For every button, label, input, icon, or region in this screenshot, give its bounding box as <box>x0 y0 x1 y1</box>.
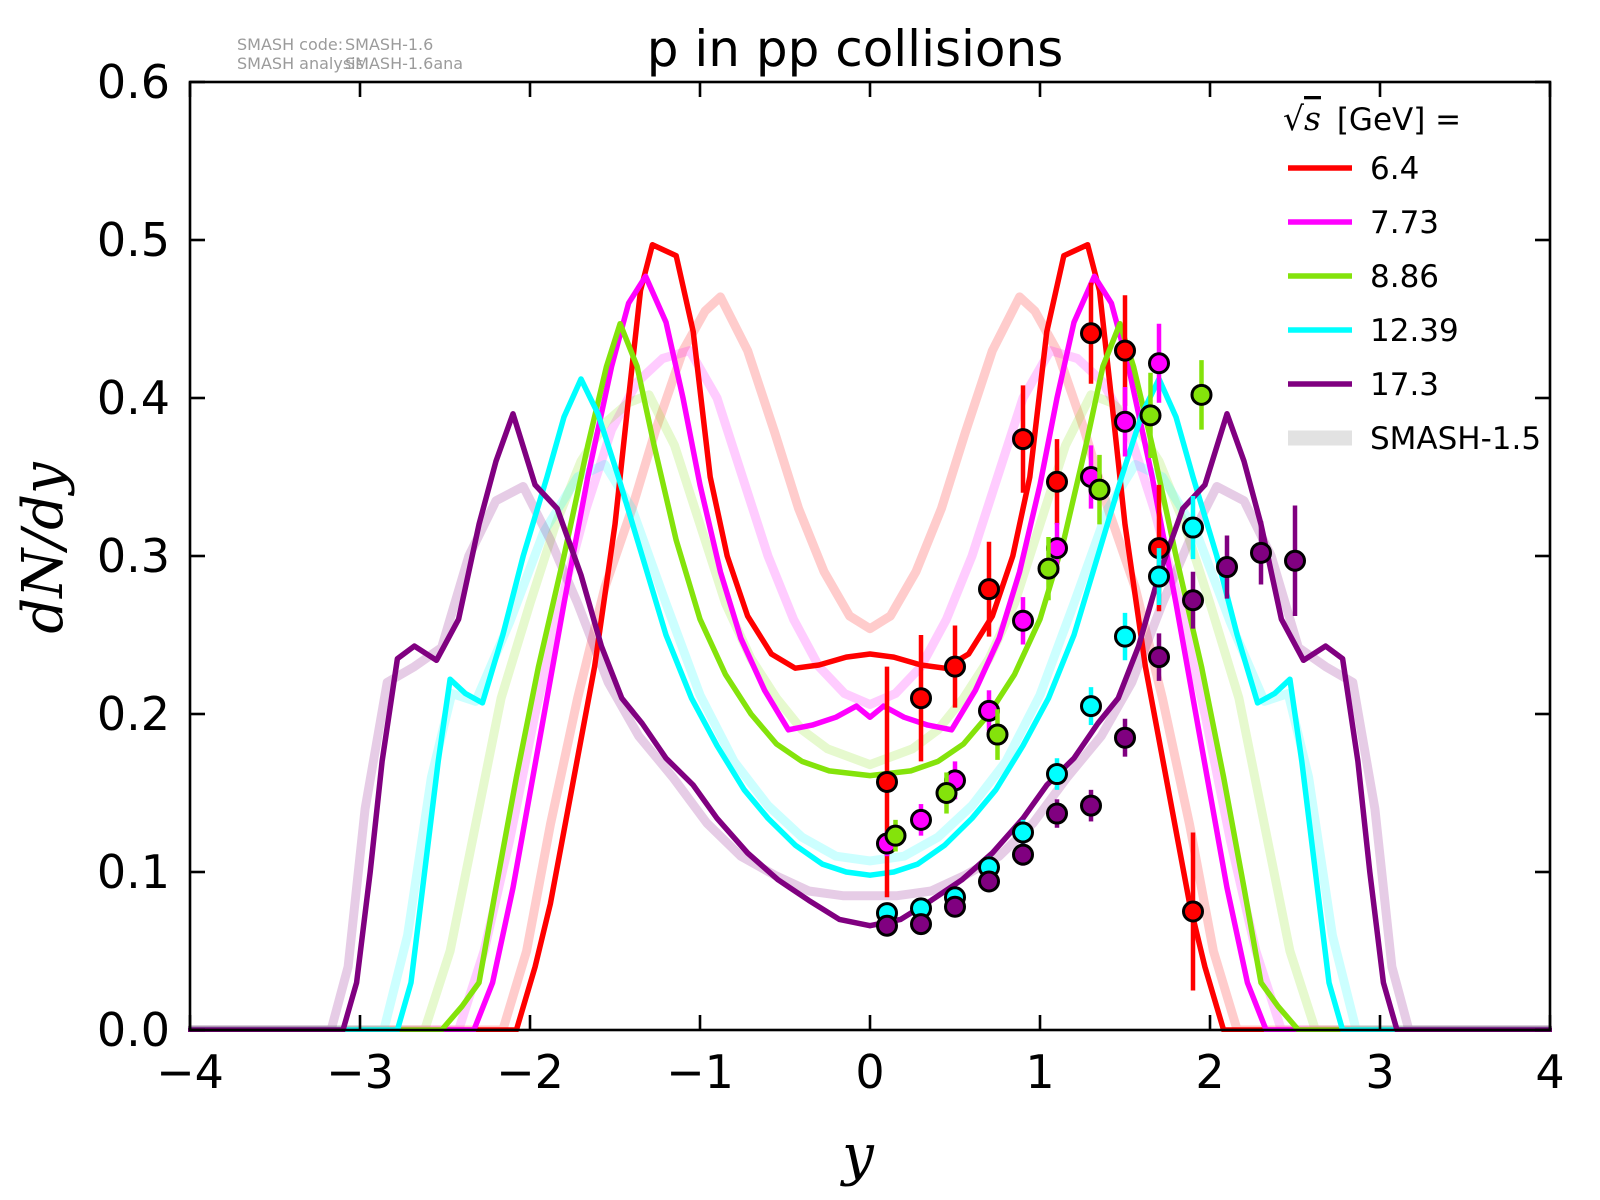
data-marker-6.4 <box>944 655 966 678</box>
data-marker-17.3 <box>1182 589 1204 612</box>
x-tick-label: 1 <box>1025 1045 1054 1099</box>
y-tick-label: 0.6 <box>97 55 170 109</box>
data-marker-17.3 <box>910 913 932 936</box>
data-marker-6.4 <box>978 578 1000 601</box>
data-marker-12.39 <box>1080 695 1102 718</box>
data-marker-12.39 <box>1182 516 1204 539</box>
data-marker-12.39 <box>1148 565 1170 588</box>
smash-code-note: SMASH code: SMASH-1.6 <box>237 35 433 54</box>
legend-entry-label: 8.86 <box>1370 259 1439 295</box>
legend-entries: 6.4 7.73 8.86 12.39 17.3 SMASH-1.5 <box>1288 151 1541 457</box>
x-tick-label: −1 <box>666 1045 734 1099</box>
data-marker-17.3 <box>1250 541 1272 564</box>
legend-entry-label: SMASH-1.5 <box>1370 421 1541 457</box>
y-tick-label: 0.5 <box>97 213 170 267</box>
y-tick-label: 0.1 <box>97 845 170 899</box>
data-marker-17.3 <box>876 914 898 937</box>
x-tick-label: 2 <box>1195 1045 1224 1099</box>
data-marker-17.3 <box>1114 726 1136 749</box>
data-marker-17.3 <box>1012 843 1034 866</box>
legend-entry-label: 7.73 <box>1370 205 1439 241</box>
legend-title: √s [GeV] = <box>1283 99 1461 138</box>
data-marker-6.4 <box>910 687 932 710</box>
legend: √s [GeV] = 6.4 7.73 8.86 12.39 17.3 SMASH-1.5 <box>1283 99 1541 457</box>
data-marker-6.4 <box>1182 900 1204 923</box>
data-marker-12.39 <box>1114 625 1136 648</box>
data-marker-6.4 <box>876 770 898 793</box>
data-marker-17.3 <box>978 870 1000 893</box>
data-marker-17.3 <box>1284 549 1306 572</box>
data-marker-6.4 <box>1046 470 1068 493</box>
y-tick-label: 0.3 <box>97 529 170 583</box>
data-marker-7.73 <box>1148 352 1170 375</box>
data-marker-6.4 <box>1012 428 1034 451</box>
x-tick-label: −3 <box>326 1045 394 1099</box>
y-tick-label: 0.0 <box>97 1003 170 1057</box>
x-tick-label: −4 <box>156 1045 224 1099</box>
data-marker-12.39 <box>1046 763 1068 786</box>
data-marker-7.73 <box>1114 410 1136 433</box>
data-points-layer <box>876 282 1306 991</box>
curve-SMASH-1.6-7.73 <box>188 273 1552 1032</box>
x-axis-label: y <box>839 1123 875 1188</box>
data-marker-17.3 <box>1080 794 1102 817</box>
curve-SMASH-1.5-8.86-SMASH-1.5 <box>188 390 1552 1032</box>
curve-SMASH-1.5-6.4-SMASH-1.5 <box>188 292 1552 1032</box>
curve-SMASH-1.5-12.39-SMASH-1.5 <box>188 459 1552 1032</box>
x-tick-label: 3 <box>1365 1045 1394 1099</box>
data-marker-8.86 <box>1139 404 1162 427</box>
curve-SMASH-1.6-17.3 <box>188 411 1552 1032</box>
data-marker-8.86 <box>884 824 907 847</box>
curves-layer <box>188 241 1552 1032</box>
data-marker-6.4 <box>1080 322 1102 345</box>
curve-SMASH-1.6-8.86 <box>188 320 1552 1032</box>
data-marker-8.86 <box>1190 383 1213 406</box>
y-tick-label: 0.4 <box>97 371 170 425</box>
curve-SMASH-1.5-17.3-SMASH-1.5 <box>188 482 1552 1032</box>
data-marker-8.86 <box>935 782 958 804</box>
tick-labels-layer: −4 −3 −2 −1 0 1 2 3 4 0.0 0.1 0.2 0.3 0.4 0.5 0.6 <box>97 55 1565 1099</box>
legend-entry-label: 12.39 <box>1370 313 1459 349</box>
smash-analysis-value: SMASH-1.6ana <box>345 54 463 73</box>
data-marker-17.3 <box>944 895 966 918</box>
legend-entry-label: 17.3 <box>1370 367 1439 403</box>
data-marker-17.3 <box>1216 556 1238 579</box>
x-tick-label: 4 <box>1535 1045 1564 1099</box>
chart-title: p in pp collisions <box>647 20 1064 78</box>
smash-code-label: SMASH code: <box>237 35 343 54</box>
x-tick-label: 0 <box>855 1045 884 1099</box>
y-axis-label: dN/dy <box>11 461 76 634</box>
axes-frame-layer <box>188 80 1552 1032</box>
sqrt-symbol: √ <box>1283 99 1305 138</box>
sqrt-s-arg: s <box>1304 99 1321 138</box>
curve-SMASH-1.6-12.39 <box>188 376 1552 1032</box>
smash-code-value: SMASH-1.6 <box>345 35 433 54</box>
data-marker-7.73 <box>1012 609 1034 632</box>
x-tick-label: −2 <box>496 1045 564 1099</box>
data-marker-17.3 <box>1148 646 1170 669</box>
data-marker-12.39 <box>1012 821 1034 844</box>
data-marker-17.3 <box>1046 802 1068 825</box>
data-marker-8.86 <box>986 723 1009 746</box>
data-marker-8.86 <box>1037 557 1060 580</box>
legend-entry-label: 6.4 <box>1370 151 1419 187</box>
data-marker-8.86 <box>1088 478 1111 501</box>
smash-analysis-note: SMASH analysis:SMASH-1.6ana <box>237 54 463 73</box>
data-marker-7.73 <box>910 808 932 831</box>
data-marker-6.4 <box>1114 339 1136 362</box>
curve-SMASH-1.6-6.4 <box>188 241 1552 1032</box>
smash-analysis-label: SMASH analysis: <box>237 54 369 73</box>
y-tick-label: 0.2 <box>97 687 170 741</box>
legend-title-unit: [GeV] = <box>1327 102 1461 138</box>
